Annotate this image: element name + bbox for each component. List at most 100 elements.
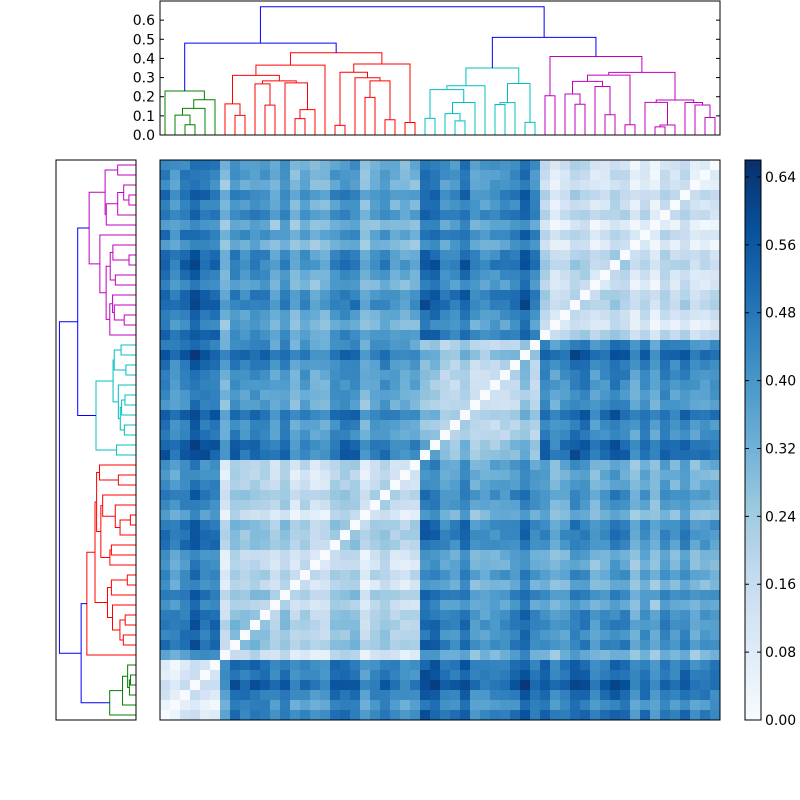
heatmap-cell: [470, 470, 481, 481]
heatmap-cell: [480, 380, 491, 391]
heatmap-cell: [240, 250, 251, 261]
heatmap-cell: [230, 550, 241, 561]
colorbar-tick-label: 0.64: [765, 170, 796, 186]
heatmap-cell: [390, 250, 401, 261]
heatmap-cell: [310, 710, 321, 721]
heatmap-cell: [340, 660, 351, 671]
heatmap-cell: [710, 540, 721, 551]
heatmap-cell: [480, 630, 491, 641]
heatmap-cell: [480, 310, 491, 321]
heatmap-cell: [190, 620, 201, 631]
heatmap-cell: [500, 230, 511, 241]
heatmap-cell: [600, 500, 611, 511]
heatmap-cell: [250, 400, 261, 411]
heatmap-cell: [530, 300, 541, 311]
heatmap-cell: [590, 390, 601, 401]
heatmap-cell: [440, 230, 451, 241]
heatmap-cell: [420, 460, 431, 471]
heatmap-cell: [210, 170, 221, 181]
heatmap-cell: [300, 320, 311, 331]
heatmap-cell: [380, 670, 391, 681]
heatmap-cell: [370, 700, 381, 711]
heatmap-cell: [370, 330, 381, 341]
heatmap-cell: [440, 190, 451, 201]
heatmap-cell: [480, 370, 491, 381]
heatmap-cell: [700, 420, 711, 431]
heatmap-cell: [370, 520, 381, 531]
heatmap-cell: [200, 290, 211, 301]
heatmap-cell: [500, 700, 511, 711]
heatmap-cell: [490, 210, 501, 221]
heatmap-cell: [190, 230, 201, 241]
heatmap-cell: [310, 410, 321, 421]
heatmap-cell: [470, 180, 481, 191]
heatmap-cell: [660, 320, 671, 331]
heatmap-cell: [540, 320, 551, 331]
heatmap-cell: [570, 670, 581, 681]
heatmap-cell: [460, 340, 471, 351]
heatmap-cell: [590, 530, 601, 541]
heatmap-cell: [680, 240, 691, 251]
heatmap-cell: [710, 580, 721, 591]
heatmap-cell: [330, 570, 341, 581]
heatmap-cell: [620, 460, 631, 471]
heatmap-cell: [600, 470, 611, 481]
heatmap-cell: [300, 440, 311, 451]
heatmap-cell: [450, 660, 461, 671]
heatmap-cell: [430, 370, 441, 381]
heatmap-cell: [380, 590, 391, 601]
heatmap-cell: [690, 590, 701, 601]
heatmap-cell: [390, 480, 401, 491]
heatmap-cell: [190, 510, 201, 521]
heatmap-cell: [190, 370, 201, 381]
heatmap-cell: [370, 170, 381, 181]
heatmap-cell: [620, 250, 631, 261]
heatmap-cell: [160, 200, 171, 211]
heatmap-cell: [610, 340, 621, 351]
heatmap-cell: [240, 590, 251, 601]
heatmap-cell: [650, 700, 661, 711]
heatmap-cell: [320, 600, 331, 611]
heatmap-cell: [680, 550, 691, 561]
heatmap-cell: [670, 620, 681, 631]
heatmap-cell: [610, 450, 621, 461]
heatmap-cell: [680, 580, 691, 591]
heatmap-cell: [670, 680, 681, 691]
heatmap-cell: [170, 490, 181, 501]
heatmap-cell: [570, 210, 581, 221]
heatmap-cell: [550, 680, 561, 691]
heatmap-cell: [450, 210, 461, 221]
heatmap-cell: [640, 320, 651, 331]
heatmap-cell: [320, 580, 331, 591]
heatmap-cell: [460, 550, 471, 561]
heatmap-cell: [670, 260, 681, 271]
heatmap-cell: [200, 200, 211, 211]
heatmap-cell: [640, 430, 651, 441]
heatmap-cell: [300, 360, 311, 371]
heatmap-cell: [680, 480, 691, 491]
heatmap-cell: [170, 530, 181, 541]
heatmap-cell: [620, 580, 631, 591]
heatmap-cell: [470, 500, 481, 511]
heatmap-cell: [440, 500, 451, 511]
heatmap-cell: [350, 210, 361, 221]
heatmap-cell: [710, 460, 721, 471]
heatmap-cell: [590, 350, 601, 361]
heatmap-cell: [330, 710, 341, 721]
heatmap-cell: [550, 560, 561, 571]
heatmap-cell: [480, 440, 491, 451]
heatmap-cell: [270, 250, 281, 261]
heatmap-cell: [280, 710, 291, 721]
heatmap-cell: [360, 560, 371, 571]
heatmap-cell: [570, 490, 581, 501]
heatmap-cell: [510, 670, 521, 681]
heatmap-cell: [520, 290, 531, 301]
heatmap-cell: [400, 480, 411, 491]
heatmap-cell: [190, 470, 201, 481]
heatmap-cell: [460, 290, 471, 301]
heatmap-cell: [470, 700, 481, 711]
heatmap-cell: [640, 690, 651, 701]
heatmap-cell: [380, 510, 391, 521]
heatmap-cell: [700, 270, 711, 281]
heatmap-cell: [160, 560, 171, 571]
